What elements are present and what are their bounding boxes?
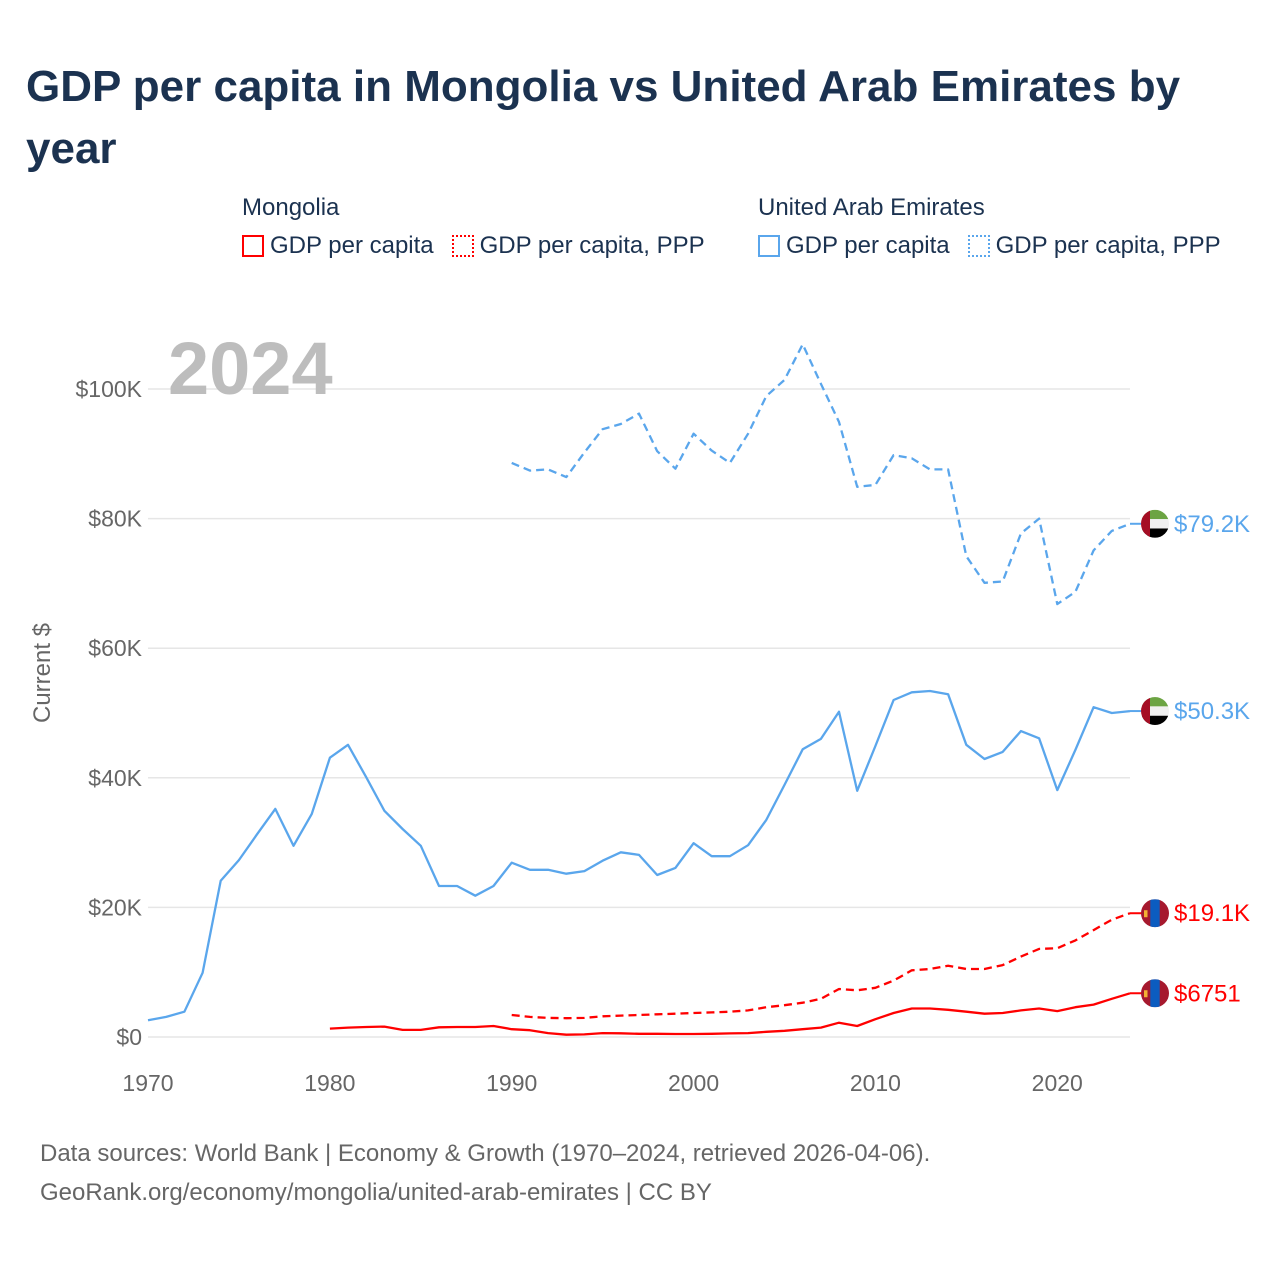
legend-label: GDP per capita	[786, 232, 950, 259]
end-value-label: $6751	[1174, 980, 1241, 1007]
legend-item[interactable]: GDP per capita	[758, 232, 950, 260]
uae-flag-icon	[1141, 697, 1169, 726]
chart-title: GDP per capita in Mongolia vs United Ara…	[26, 62, 1181, 173]
x-tick-label: 2020	[1032, 1070, 1083, 1096]
x-tick-label: 1970	[122, 1070, 173, 1096]
legend-group-uae: United Arab Emirates GDP per capita GDP …	[758, 194, 1221, 260]
legend-group-title: United Arab Emirates	[758, 194, 985, 221]
legend-label: GDP per capita, PPP	[479, 232, 705, 259]
mongolia-flag-icon	[1141, 899, 1169, 928]
x-tick-label: 2000	[668, 1070, 719, 1096]
x-tick-label: 1990	[486, 1070, 537, 1096]
legend-item[interactable]: GDP per capita, PPP	[967, 232, 1221, 260]
legend-item[interactable]: GDP per capita, PPP	[451, 232, 705, 260]
year-watermark: 2024	[168, 327, 333, 410]
legend-label: GDP per capita, PPP	[995, 232, 1221, 259]
legend-swatch-dotted	[967, 235, 990, 257]
series-line[interactable]	[511, 912, 1131, 1020]
legend-group-mongolia: Mongolia GDP per capita GDP per capita, …	[242, 194, 705, 260]
y-tick-label: $20K	[88, 894, 142, 920]
legend-swatch-solid	[758, 235, 780, 257]
series-line[interactable]	[329, 992, 1131, 1036]
y-axis-label: Current $	[29, 623, 56, 723]
series-united-arab-emirates-gdp-per-capita-ppp: $79.2K	[511, 343, 1250, 606]
y-tick-label: $80K	[88, 506, 142, 532]
end-value-label: $19.1K	[1174, 900, 1250, 927]
y-tick-label: $40K	[88, 765, 142, 791]
x-tick-label: 1980	[304, 1070, 355, 1096]
legend-item[interactable]: GDP per capita	[242, 232, 434, 260]
series-united-arab-emirates-gdp-per-capita: $50.3K	[147, 689, 1250, 1022]
end-value-label: $79.2K	[1174, 511, 1250, 538]
legend-swatch-dotted	[451, 235, 474, 257]
series-mongolia-gdp-per-capita: $6751	[329, 979, 1241, 1036]
series-line[interactable]	[511, 343, 1131, 606]
uae-flag-icon	[1141, 509, 1169, 538]
x-tick-label: 2010	[850, 1070, 901, 1096]
y-tick-label: $60K	[88, 635, 142, 661]
footer-link[interactable]: GeoRank.org/economy/mongolia/united-arab…	[40, 1179, 712, 1206]
end-value-label: $50.3K	[1174, 698, 1250, 725]
series-line[interactable]	[147, 689, 1131, 1022]
mongolia-flag-icon	[1141, 979, 1169, 1008]
legend-swatch-solid	[242, 235, 264, 257]
legend-group-title: Mongolia	[242, 194, 340, 221]
y-tick-label: $100K	[75, 376, 142, 402]
footer-sources: Data sources: World Bank | Economy & Gro…	[40, 1140, 931, 1167]
legend-label: GDP per capita	[270, 232, 434, 259]
y-tick-label: $0	[116, 1024, 142, 1050]
series-mongolia-gdp-per-capita-ppp: $19.1K	[511, 899, 1250, 1020]
